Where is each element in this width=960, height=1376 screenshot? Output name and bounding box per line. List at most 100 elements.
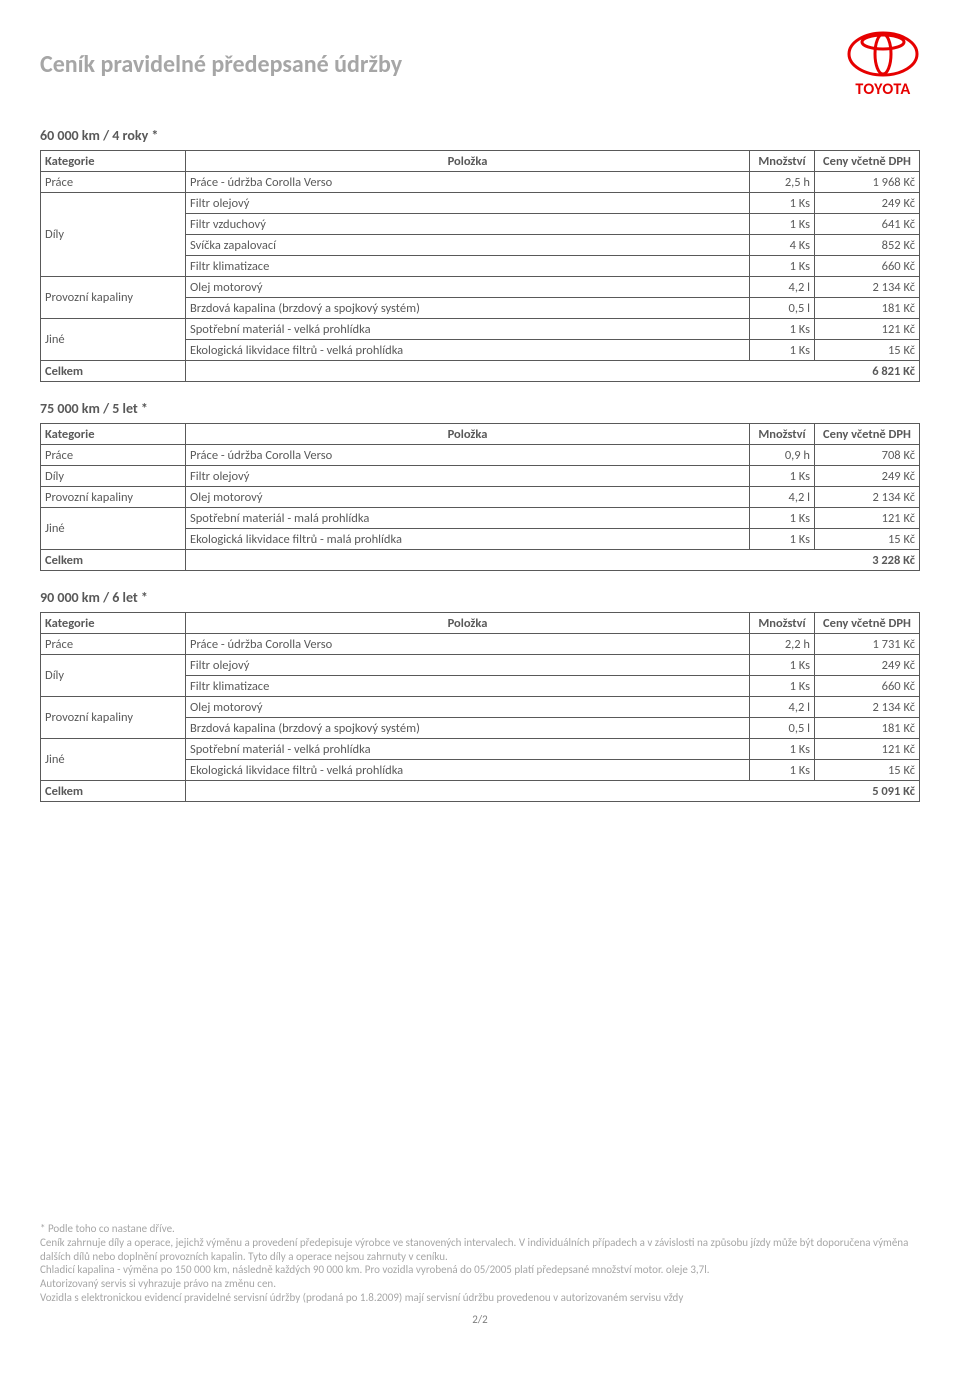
footer-line: Vozidla s elektronickou evidencí pravide… <box>40 1291 920 1305</box>
column-header: Kategorie <box>41 151 186 172</box>
item-cell: Spotřební materiál - velká prohlídka <box>186 319 750 340</box>
footer-line: Autorizovaný servis si vyhrazuje právo n… <box>40 1277 920 1291</box>
toyota-logo-icon <box>846 30 920 78</box>
footer-line: Chladicí kapalina - výměna po 150 000 km… <box>40 1263 920 1277</box>
total-row: Celkem3 228 Kč <box>41 550 920 571</box>
item-cell: Filtr klimatizace <box>186 676 750 697</box>
service-table: KategoriePoložkaMnožstvíCeny včetně DPHP… <box>40 423 920 571</box>
quantity-cell: 1 Ks <box>750 319 815 340</box>
quantity-cell: 2,5 h <box>750 172 815 193</box>
price-cell: 2 134 Kč <box>815 697 920 718</box>
total-row: Celkem5 091 Kč <box>41 781 920 802</box>
category-cell: Provozní kapaliny <box>41 277 186 319</box>
toyota-logo-text: TOYOTA <box>846 80 920 99</box>
service-table: KategoriePoložkaMnožstvíCeny včetně DPHP… <box>40 150 920 382</box>
section-heading: 60 000 km / 4 roky * <box>40 127 920 144</box>
table-row: Provozní kapalinyOlej motorový4,2 l2 134… <box>41 277 920 298</box>
price-cell: 249 Kč <box>815 193 920 214</box>
section-heading: 90 000 km / 6 let * <box>40 589 920 606</box>
quantity-cell: 1 Ks <box>750 760 815 781</box>
item-cell: Práce - údržba Corolla Verso <box>186 172 750 193</box>
item-cell: Spotřební materiál - velká prohlídka <box>186 739 750 760</box>
total-row: Celkem6 821 Kč <box>41 361 920 382</box>
service-table: KategoriePoložkaMnožstvíCeny včetně DPHP… <box>40 612 920 802</box>
category-cell: Provozní kapaliny <box>41 487 186 508</box>
section-heading: 75 000 km / 5 let * <box>40 400 920 417</box>
table-row: PrácePráce - údržba Corolla Verso0,9 h70… <box>41 445 920 466</box>
category-cell: Práce <box>41 445 186 466</box>
category-cell: Jiné <box>41 319 186 361</box>
column-header: Množství <box>750 424 815 445</box>
category-cell: Provozní kapaliny <box>41 697 186 739</box>
quantity-cell: 4 Ks <box>750 235 815 256</box>
column-header: Množství <box>750 613 815 634</box>
column-header: Ceny včetně DPH <box>815 613 920 634</box>
column-header: Množství <box>750 151 815 172</box>
table-row: DílyFiltr olejový1 Ks249 Kč <box>41 193 920 214</box>
footer-notes: * Podle toho co nastane dříve.Ceník zahr… <box>40 1222 920 1305</box>
item-cell: Ekologická likvidace filtrů - velká proh… <box>186 760 750 781</box>
category-cell: Jiné <box>41 739 186 781</box>
table-row: JinéSpotřební materiál - velká prohlídka… <box>41 739 920 760</box>
item-cell: Ekologická likvidace filtrů - velká proh… <box>186 340 750 361</box>
total-label: Celkem <box>41 361 186 382</box>
price-cell: 181 Kč <box>815 718 920 739</box>
table-row: Provozní kapalinyOlej motorový4,2 l2 134… <box>41 487 920 508</box>
toyota-logo: TOYOTA <box>846 30 920 99</box>
price-cell: 660 Kč <box>815 676 920 697</box>
price-cell: 660 Kč <box>815 256 920 277</box>
category-cell: Práce <box>41 634 186 655</box>
price-cell: 121 Kč <box>815 508 920 529</box>
page-number: 2/2 <box>40 1313 920 1326</box>
item-cell: Olej motorový <box>186 487 750 508</box>
category-cell: Práce <box>41 172 186 193</box>
category-cell: Díly <box>41 466 186 487</box>
quantity-cell: 4,2 l <box>750 697 815 718</box>
total-label: Celkem <box>41 550 186 571</box>
item-cell: Práce - údržba Corolla Verso <box>186 634 750 655</box>
quantity-cell: 1 Ks <box>750 193 815 214</box>
price-cell: 15 Kč <box>815 760 920 781</box>
price-cell: 121 Kč <box>815 739 920 760</box>
item-cell: Brzdová kapalina (brzdový a spojkový sys… <box>186 718 750 739</box>
footer-line: * Podle toho co nastane dříve. <box>40 1222 920 1236</box>
item-cell: Spotřební materiál - malá prohlídka <box>186 508 750 529</box>
quantity-cell: 1 Ks <box>750 676 815 697</box>
column-header: Položka <box>186 151 750 172</box>
table-row: PrácePráce - údržba Corolla Verso2,2 h1 … <box>41 634 920 655</box>
column-header: Kategorie <box>41 613 186 634</box>
item-cell: Olej motorový <box>186 697 750 718</box>
total-value: 3 228 Kč <box>186 550 920 571</box>
table-row: Provozní kapalinyOlej motorový4,2 l2 134… <box>41 697 920 718</box>
price-cell: 15 Kč <box>815 340 920 361</box>
quantity-cell: 1 Ks <box>750 508 815 529</box>
table-row: PrácePráce - údržba Corolla Verso2,5 h1 … <box>41 172 920 193</box>
price-cell: 2 134 Kč <box>815 277 920 298</box>
quantity-cell: 1 Ks <box>750 739 815 760</box>
item-cell: Filtr vzduchový <box>186 214 750 235</box>
table-row: DílyFiltr olejový1 Ks249 Kč <box>41 655 920 676</box>
price-cell: 181 Kč <box>815 298 920 319</box>
item-cell: Filtr olejový <box>186 655 750 676</box>
price-cell: 708 Kč <box>815 445 920 466</box>
price-cell: 15 Kč <box>815 529 920 550</box>
price-cell: 641 Kč <box>815 214 920 235</box>
price-cell: 852 Kč <box>815 235 920 256</box>
item-cell: Filtr olejový <box>186 466 750 487</box>
quantity-cell: 1 Ks <box>750 655 815 676</box>
column-header: Položka <box>186 424 750 445</box>
price-cell: 1 968 Kč <box>815 172 920 193</box>
item-cell: Práce - údržba Corolla Verso <box>186 445 750 466</box>
price-cell: 2 134 Kč <box>815 487 920 508</box>
price-cell: 1 731 Kč <box>815 634 920 655</box>
price-cell: 249 Kč <box>815 655 920 676</box>
category-cell: Jiné <box>41 508 186 550</box>
total-label: Celkem <box>41 781 186 802</box>
item-cell: Brzdová kapalina (brzdový a spojkový sys… <box>186 298 750 319</box>
item-cell: Ekologická likvidace filtrů - malá prohl… <box>186 529 750 550</box>
price-cell: 121 Kč <box>815 319 920 340</box>
total-value: 6 821 Kč <box>186 361 920 382</box>
category-cell: Díly <box>41 655 186 697</box>
quantity-cell: 1 Ks <box>750 256 815 277</box>
quantity-cell: 1 Ks <box>750 529 815 550</box>
